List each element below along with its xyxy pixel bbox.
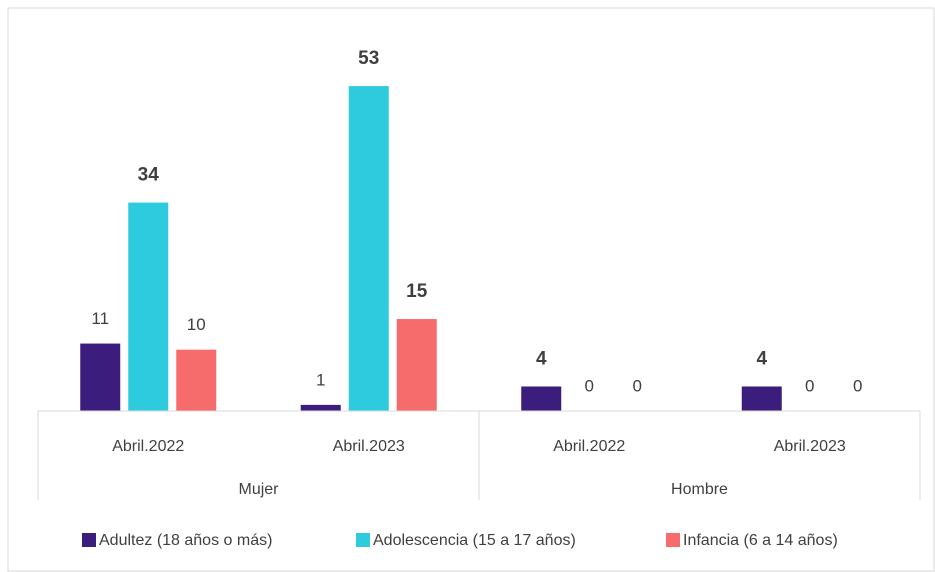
x-tick-label: Abril.2023 bbox=[774, 438, 846, 455]
bar bbox=[521, 386, 562, 411]
legend-swatch bbox=[666, 533, 680, 547]
data-label: 1 bbox=[316, 370, 325, 389]
x-tick-label: Abril.2022 bbox=[112, 438, 184, 455]
data-label: 0 bbox=[633, 376, 642, 395]
bar bbox=[348, 86, 389, 412]
legend-label: Infancia (6 a 14 años) bbox=[683, 532, 838, 549]
group-label: Mujer bbox=[238, 481, 279, 498]
bar bbox=[300, 404, 341, 411]
data-label: 4 bbox=[536, 348, 547, 369]
bar bbox=[396, 319, 437, 411]
data-label: 0 bbox=[853, 376, 862, 395]
chart-border bbox=[7, 7, 935, 572]
legend-swatch bbox=[356, 533, 370, 547]
legend-swatch bbox=[82, 533, 96, 547]
x-tick-label: Abril.2023 bbox=[333, 438, 405, 455]
bar bbox=[80, 343, 121, 411]
x-tick-label: Abril.2022 bbox=[553, 438, 625, 455]
bar bbox=[176, 349, 217, 411]
data-label: 0 bbox=[585, 376, 594, 395]
legend-label: Adultez (18 años o más) bbox=[99, 532, 272, 549]
data-label: 11 bbox=[91, 309, 109, 328]
data-label: 4 bbox=[756, 348, 767, 369]
legend-label: Adolescencia (15 a 17 años) bbox=[373, 532, 576, 549]
data-label: 15 bbox=[406, 281, 428, 302]
bar bbox=[128, 202, 169, 411]
group-label: Hombre bbox=[671, 481, 728, 498]
bar bbox=[741, 386, 782, 411]
data-label: 0 bbox=[805, 376, 814, 395]
data-label: 10 bbox=[187, 315, 206, 334]
data-label: 34 bbox=[138, 165, 160, 186]
data-label: 53 bbox=[358, 48, 379, 69]
